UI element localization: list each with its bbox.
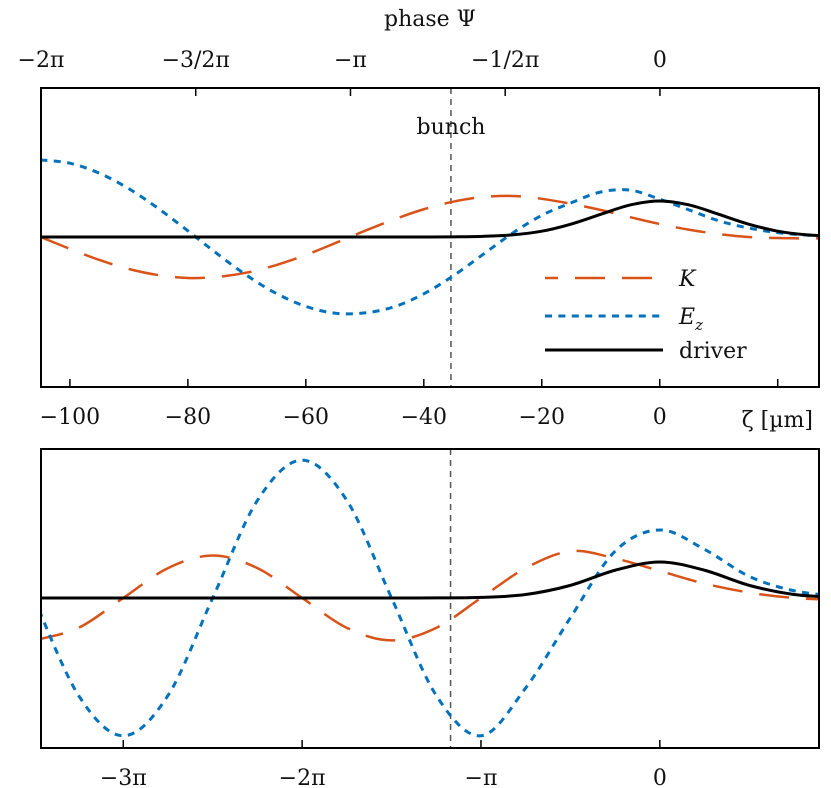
series-line-k	[41, 194, 819, 280]
top-panel: −100 −80 −60 −40 −20 0 −2π −3/2π −π −1/2π 0	[18, 48, 820, 430]
axes-frame	[40, 448, 820, 749]
legend: K Ez driver	[545, 267, 747, 364]
series-line-k	[41, 549, 819, 642]
bottom-panel: −3π −2π −π 0	[40, 448, 820, 788]
legend-label-z-subscript: z	[694, 316, 703, 334]
legend-label-E: E	[678, 305, 695, 330]
x-tick-label: −20	[519, 405, 565, 430]
x-tick-label: −π	[465, 766, 498, 788]
curves	[41, 158, 819, 316]
x-tick-label: −100	[40, 405, 100, 430]
x2-tick-label: −3/2π	[162, 48, 230, 73]
x-axis-label: ζ [µm]	[742, 408, 813, 433]
curves	[41, 458, 819, 738]
legend-label-Ez: Ez	[678, 305, 703, 334]
series-line-driver	[41, 199, 819, 239]
top-axis-label: phase Ψ	[384, 7, 476, 32]
x-tick-label: −40	[401, 405, 447, 430]
x-tick-label: −60	[283, 405, 329, 430]
x-tick-label: 0	[653, 766, 667, 788]
x2-tick-label: −1/2π	[471, 48, 539, 73]
axes-frame	[40, 87, 820, 388]
x-tick-label: −3π	[100, 766, 147, 788]
x2-tick-label: −π	[334, 48, 367, 73]
legend-label-driver: driver	[679, 339, 747, 364]
series-line-driver	[41, 560, 819, 600]
bunch-annotation: bunch	[417, 115, 486, 140]
x-tick-label: −80	[165, 405, 211, 430]
x-tick-label: 0	[653, 405, 667, 430]
x2-tick-label: 0	[653, 48, 667, 73]
series-line-ez	[41, 458, 819, 738]
x2-tick-label: −2π	[18, 48, 65, 73]
x-tick-label: −2π	[279, 766, 326, 788]
series-line-ez	[41, 158, 819, 316]
legend-label-K: K	[678, 267, 697, 292]
